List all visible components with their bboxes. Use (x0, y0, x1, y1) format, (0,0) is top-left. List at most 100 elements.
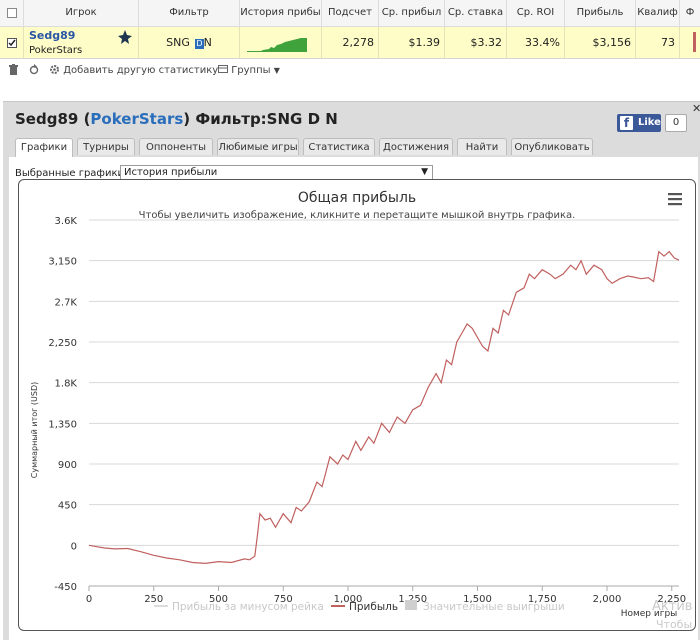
filter-text: SNG (166, 36, 190, 49)
col-header-player[interactable]: Игрок (24, 0, 139, 26)
chart-select-value: История прибыли (124, 167, 218, 178)
stats-header-row: Игрок Фильтр История прибы Подсчет Ср. п… (0, 0, 700, 27)
avg-profit-cell: $1.39 (379, 27, 445, 58)
col-header-history[interactable]: История прибы (240, 0, 322, 26)
select-all-checkbox[interactable] (7, 8, 17, 18)
col-header-extra[interactable]: Ф (685, 7, 695, 18)
trash-icon[interactable] (9, 64, 18, 78)
facebook-icon: f (620, 116, 633, 130)
y-tick-label: 3.6K (55, 216, 78, 227)
profit-sparkline (247, 38, 307, 52)
profit-chart[interactable]: -450 0 450 900 1,350 1.8K 2,250 2.7K 3,150 3.6K 0… (19, 180, 695, 630)
x-tick-label: 750 (274, 594, 293, 605)
groups-button[interactable]: Группы ▼ (218, 64, 280, 76)
player-site: PokerStars (29, 45, 83, 56)
legend-item[interactable]: Значительные выигрыши (423, 601, 565, 613)
col-header-profit[interactable]: Прибыль (565, 0, 636, 26)
extra-bar (693, 32, 696, 52)
panel-site-link[interactable]: PokerStars (90, 110, 184, 128)
y-tick-label: 1,350 (48, 419, 77, 430)
tab-achievements[interactable]: Достижения (379, 138, 453, 155)
panel-title: Sedg89 (PokerStars) Фильтр:SNG D N (15, 110, 338, 128)
chevron-down-icon: ▼ (273, 66, 280, 75)
y-tick-label: 0 (71, 541, 77, 552)
pokerstars-star-icon (118, 30, 132, 44)
y-tick-label: 2.7K (55, 297, 78, 308)
x-tick-label: 1,250 (398, 594, 427, 605)
facebook-like-button[interactable]: f Like (617, 114, 661, 132)
tab-content: Выбранные графики: История прибыли ▼ -45… (9, 157, 698, 640)
count-cell: 2,278 (322, 27, 379, 58)
stats-toolbar: Добавить другую статистику Группы ▼ (0, 62, 700, 80)
groups-icon (218, 65, 228, 73)
selected-charts-label: Выбранные графики: (15, 168, 128, 179)
legend-item[interactable]: Прибыль (349, 601, 398, 613)
y-tick-label: 450 (58, 501, 77, 512)
player-cell: Sedg89 PokerStars (24, 27, 139, 58)
legend-item[interactable]: Прибыль за минусом рейка (172, 601, 324, 613)
like-count: 0 (665, 114, 687, 132)
x-tick-label: 2,250 (657, 594, 686, 605)
col-header-filter[interactable]: Фильтр (139, 0, 240, 26)
avg-stake-cell: $3.32 (445, 27, 507, 58)
col-header-avg-profit[interactable]: Ср. прибыл (379, 0, 445, 26)
watermark-line2: Чтобы (656, 618, 693, 631)
extra-cell (680, 27, 700, 58)
col-header-qualifier[interactable]: Квалиф (636, 0, 680, 26)
select-all-cell[interactable] (0, 0, 24, 26)
col-header-count[interactable]: Подсчет (322, 0, 379, 26)
player-panel: Sedg89 (PokerStars) Фильтр:SNG D N f Lik… (3, 101, 700, 640)
chart-subtitle: Чтобы увеличить изображение, кликните и … (139, 210, 576, 221)
close-icon[interactable]: ✕ (692, 102, 700, 115)
chart-title: Общая прибыль (298, 190, 416, 206)
col-header-avg-stake[interactable]: Ср. ставка (445, 0, 507, 26)
like-label: Like (638, 117, 661, 128)
x-axis-label: Номер игры (621, 609, 678, 619)
chevron-down-icon: ▼ (421, 167, 428, 177)
panel-player-name: Sedg89 (15, 110, 79, 128)
tab-charts[interactable]: Графики (15, 138, 73, 157)
series-line-profit (88, 250, 680, 565)
refresh-icon[interactable] (29, 64, 39, 78)
x-tick-label: 500 (209, 594, 228, 605)
tab-publish[interactable]: Опубликовать (511, 138, 593, 155)
watermark-line1: Актив (652, 599, 693, 614)
stats-table: Игрок Фильтр История прибы Подсчет Ср. п… (0, 0, 700, 59)
tab-tournaments[interactable]: Турниры (77, 138, 135, 155)
add-statistic-button[interactable]: Добавить другую статистику (49, 64, 218, 76)
add-statistic-label: Добавить другую статистику (63, 65, 219, 76)
tab-opponents[interactable]: Оппоненты (139, 138, 213, 155)
x-tick-label: 2,000 (593, 594, 622, 605)
x-tick-label: 1,000 (334, 594, 363, 605)
history-cell (240, 27, 322, 58)
table-row[interactable]: Sedg89 PokerStars SNG DN 2,278 $1.39 $3.… (0, 27, 700, 58)
y-tick-label: 2,250 (48, 338, 77, 349)
x-tick-label: 1,750 (528, 594, 557, 605)
filter-suffix: N (203, 36, 212, 49)
chart-menu-icon[interactable] (668, 193, 682, 206)
y-axis-label: Суммарный итог (USD) (30, 382, 39, 479)
row-select-cell[interactable] (0, 27, 24, 58)
y-tick-label: 3,150 (48, 257, 77, 268)
panel-filter-label: Фильтр:SNG D N (195, 110, 338, 128)
tab-search[interactable]: Найти (457, 138, 507, 155)
x-tick-label: 250 (144, 594, 163, 605)
col-header-avg-roi[interactable]: Ср. ROI (507, 0, 565, 26)
check-icon (8, 39, 16, 47)
gear-icon (50, 65, 59, 74)
tab-favorite-games[interactable]: Любимые игры (217, 138, 299, 155)
chart-select[interactable]: История прибыли ▼ (120, 165, 433, 180)
player-name-link[interactable]: Sedg89 (29, 29, 76, 42)
tab-statistics[interactable]: Статистика (303, 138, 375, 155)
filter-cell: SNG DN (139, 27, 240, 58)
profit-cell: $3,156 (565, 27, 636, 58)
legend-symbol (405, 600, 417, 610)
row-checkbox[interactable] (7, 38, 17, 48)
filter-d-badge: D (195, 39, 204, 49)
chart-container[interactable]: -450 0 450 900 1,350 1.8K 2,250 2.7K 3,150 3.6K 0… (18, 179, 696, 631)
groups-label: Группы (231, 65, 271, 76)
qualifier-cell: 73 (636, 27, 680, 58)
y-tick-label: -450 (54, 582, 77, 593)
x-tick-label: 0 (86, 594, 92, 605)
avg-roi-cell: 33.4% (507, 27, 565, 58)
